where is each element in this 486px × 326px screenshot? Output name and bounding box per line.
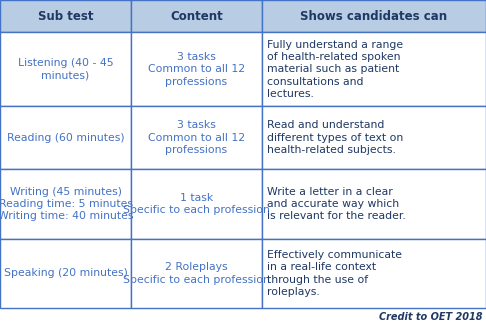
Bar xyxy=(0,32,131,106)
Text: 1 task
Specific to each profession: 1 task Specific to each profession xyxy=(123,193,270,215)
Bar xyxy=(262,239,486,308)
Text: Read and understand
different types of text on
health-related subjects.: Read and understand different types of t… xyxy=(267,120,403,155)
Text: Listening (40 - 45
minutes): Listening (40 - 45 minutes) xyxy=(17,58,113,81)
Text: Effectively communicate
in a real-life context
through the use of
roleplays.: Effectively communicate in a real-life c… xyxy=(267,250,402,297)
Text: 2 Roleplays
Specific to each profession: 2 Roleplays Specific to each profession xyxy=(123,262,270,285)
Bar xyxy=(131,106,262,169)
Bar xyxy=(0,106,131,169)
Text: Speaking (20 minutes): Speaking (20 minutes) xyxy=(3,268,127,278)
Bar xyxy=(0,0,131,32)
Text: Write a letter in a clear
and accurate way which
is relevant for the reader.: Write a letter in a clear and accurate w… xyxy=(267,186,406,221)
Bar xyxy=(262,106,486,169)
Bar xyxy=(131,169,262,239)
Text: Reading (60 minutes): Reading (60 minutes) xyxy=(7,133,124,143)
Text: Credit to OET 2018: Credit to OET 2018 xyxy=(379,312,482,322)
Text: Sub test: Sub test xyxy=(38,10,93,23)
Text: 3 tasks
Common to all 12
professions: 3 tasks Common to all 12 professions xyxy=(148,52,245,87)
Text: Shows candidates can: Shows candidates can xyxy=(300,10,448,23)
Text: Writing (45 minutes)
Reading time: 5 minutes
Writing time: 40 minutes: Writing (45 minutes) Reading time: 5 min… xyxy=(0,186,133,221)
Text: 3 tasks
Common to all 12
professions: 3 tasks Common to all 12 professions xyxy=(148,120,245,155)
Text: Content: Content xyxy=(170,10,223,23)
Bar xyxy=(131,239,262,308)
Bar xyxy=(0,169,131,239)
Bar xyxy=(262,169,486,239)
Bar xyxy=(262,0,486,32)
Text: Fully understand a range
of health-related spoken
material such as patient
consu: Fully understand a range of health-relat… xyxy=(267,39,403,99)
Bar xyxy=(131,0,262,32)
Bar xyxy=(262,32,486,106)
Bar xyxy=(131,32,262,106)
Bar xyxy=(0,239,131,308)
